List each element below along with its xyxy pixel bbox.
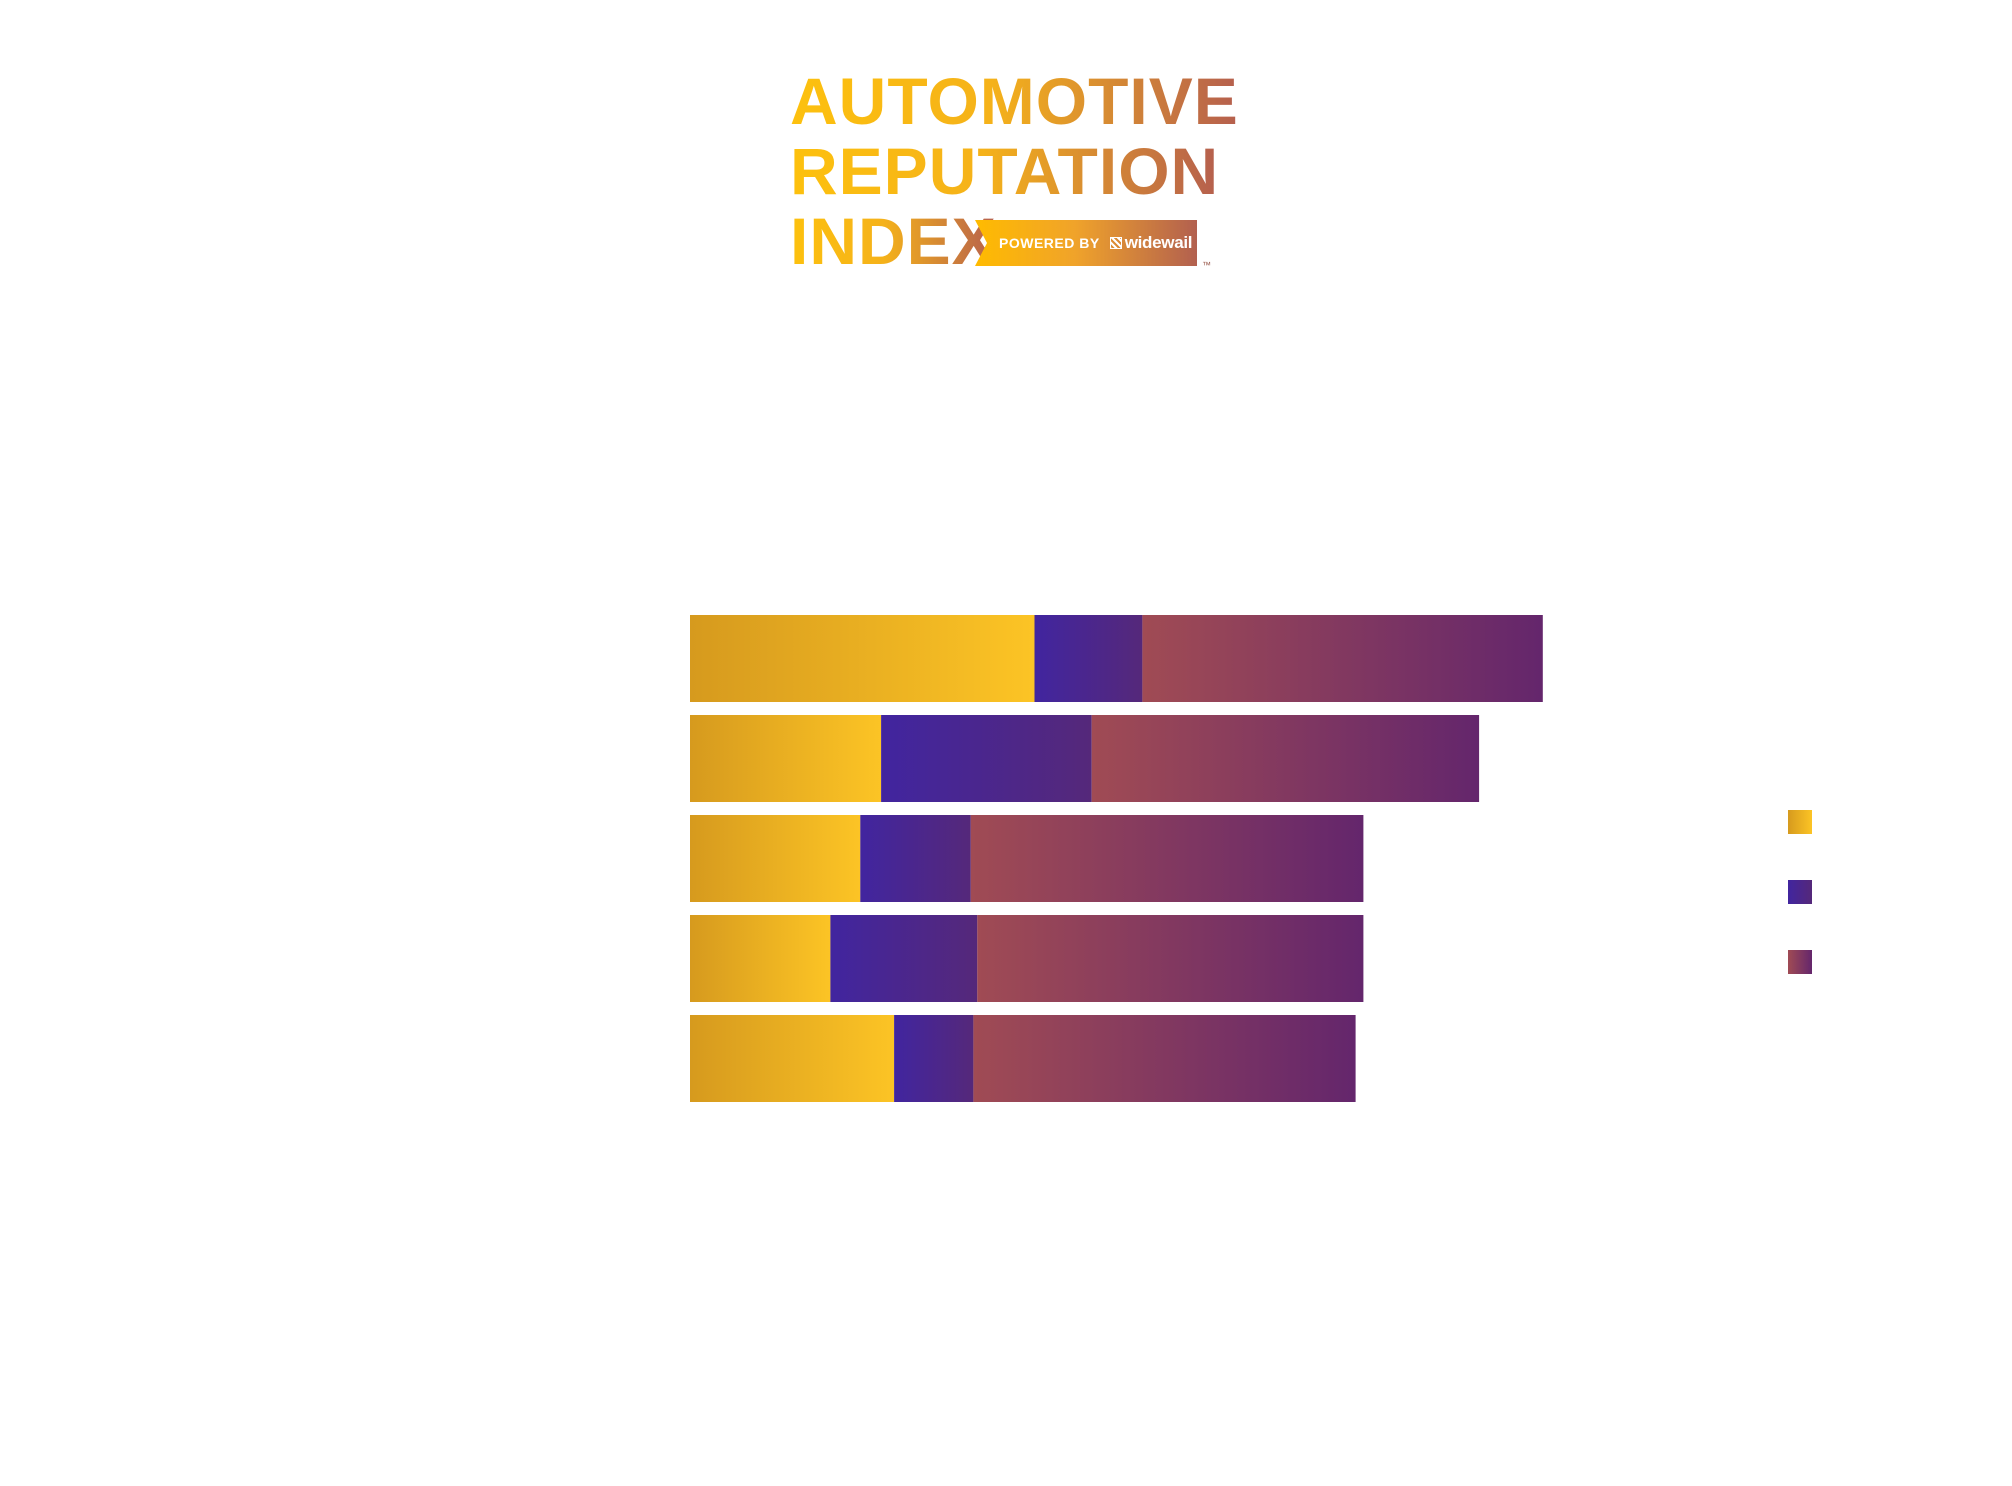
bar-segment-row4-series1 [690,915,831,1002]
legend-swatch-series1 [1788,810,1812,834]
logo-line-automotive: AUTOMOTIVE [790,64,1239,138]
bar-segment-row5-series1 [690,1015,895,1102]
bar-segment-row1-series1 [690,615,1035,702]
bar-segment-row2-series2 [881,715,1092,802]
bar-row-2 [690,715,1480,802]
bar-segment-row5-series2 [894,1015,974,1102]
bar-segment-row4-series2 [830,915,978,1002]
chart-legend [1788,810,1812,974]
bar-row-3 [690,815,1364,902]
trademark-symbol: ™ [1202,260,1211,270]
bars-group [690,615,1543,1102]
bar-segment-row3-series2 [860,815,971,902]
widewail-brand-label: widewail [1124,233,1193,252]
bar-segment-row4-series3 [977,915,1364,1002]
bar-segment-row5-series3 [973,1015,1356,1102]
bar-row-4 [690,915,1364,1002]
bar-row-5 [690,1015,1356,1102]
bar-segment-row1-series2 [1034,615,1143,702]
bar-segment-row3-series3 [970,815,1364,902]
logo-line-index: INDEX [790,204,997,278]
automotive-reputation-index-logo: AUTOMOTIVE REPUTATION INDEX POWERED BY w… [790,60,1250,280]
powered-by-badge: POWERED BY widewail [975,220,1197,266]
logo-line-reputation: REPUTATION [790,134,1220,208]
bar-row-1 [690,615,1543,702]
widewail-logo-icon [1109,237,1122,249]
powered-by-label: POWERED BY [999,235,1100,251]
legend-swatch-series3 [1788,950,1812,974]
bar-segment-row2-series1 [690,715,882,802]
bar-segment-row1-series3 [1142,615,1543,702]
bar-segment-row3-series1 [690,815,861,902]
legend-swatch-series2 [1788,880,1812,904]
bar-segment-row2-series3 [1091,715,1480,802]
